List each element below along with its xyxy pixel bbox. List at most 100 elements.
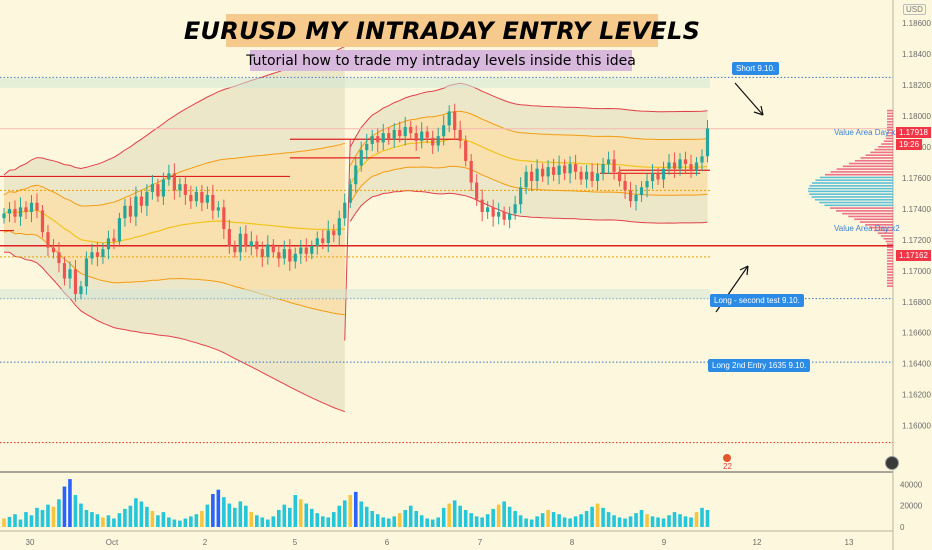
candle-body	[249, 241, 253, 247]
note-long-second-test[interactable]: Long - second test 9.10.	[710, 294, 804, 307]
candle-body	[293, 253, 297, 262]
profile-bar	[885, 137, 893, 140]
candle-body	[689, 164, 693, 171]
time-tick-label: 7	[478, 538, 483, 547]
volume-bar	[222, 497, 226, 527]
profile-bar	[859, 221, 893, 223]
candle-body	[150, 184, 154, 192]
band-inner-lower	[3, 230, 345, 316]
candle-body	[403, 126, 407, 137]
candle-body	[205, 194, 209, 203]
candle-body	[612, 159, 616, 172]
volume-bar	[183, 518, 188, 527]
profile-bar	[887, 274, 893, 276]
profile-bar	[854, 159, 893, 162]
long-arrow-head	[739, 265, 749, 276]
time-tick-label: 6	[385, 538, 390, 547]
price-tick-label: 1.16600	[902, 329, 931, 338]
candle-body	[661, 168, 666, 180]
volume-bar	[238, 501, 243, 527]
volume-bar	[540, 513, 545, 527]
profile-bar	[860, 157, 893, 159]
volume-bar	[7, 516, 12, 527]
volume-bar	[667, 515, 671, 527]
price-tick-label: 1.17000	[902, 267, 931, 276]
vwap-line	[3, 209, 345, 244]
chart-title: EURUSD MY INTRADAY ENTRY LEVELS	[183, 16, 701, 45]
candle-body	[128, 205, 133, 217]
chart-subtitle-banner: Tutorial how to trade my intraday levels…	[246, 50, 636, 71]
volume-bar	[200, 511, 204, 527]
candle-body	[530, 171, 534, 182]
volume-bar	[320, 516, 325, 527]
volume-bars	[2, 479, 710, 527]
volume-bar	[590, 506, 594, 527]
candle-body	[189, 194, 193, 202]
volume-bar	[112, 518, 116, 527]
profile-bar	[824, 173, 893, 176]
candle-body	[513, 204, 517, 214]
candle-body	[431, 137, 435, 146]
candle-body	[469, 160, 473, 183]
profile-bar	[887, 134, 893, 137]
volume-bar	[579, 514, 583, 527]
candle-body	[376, 136, 380, 143]
profile-bar	[815, 179, 893, 182]
profile-bar	[887, 279, 893, 282]
volume-bar	[518, 515, 523, 527]
candle-body	[563, 165, 567, 174]
profile-bar	[854, 218, 893, 221]
candle-body	[255, 241, 259, 250]
profile-bar	[808, 187, 893, 190]
volume-bar	[474, 516, 479, 527]
volume-bar	[68, 479, 72, 527]
volume-bar	[568, 518, 572, 527]
time-axis[interactable]: 30 Oct 2 5 6 7 8 9 12 13	[26, 538, 854, 547]
candle-body	[475, 182, 479, 200]
candle-body	[508, 213, 512, 220]
level-price-tag: 1.17162	[896, 250, 931, 261]
volume-bar	[266, 519, 270, 527]
profile-bar	[887, 120, 893, 123]
time-tick-label: 13	[845, 538, 854, 547]
note-short[interactable]: Short 9.10.	[732, 62, 780, 75]
profile-bar	[835, 210, 893, 212]
settings-icon[interactable]	[885, 456, 899, 470]
profile-bar	[887, 243, 893, 246]
candle-body	[13, 208, 17, 217]
currency-badge[interactable]: USD	[903, 4, 926, 15]
volume-bar	[485, 514, 490, 527]
volume-bar	[255, 515, 259, 527]
volume-bar	[650, 516, 655, 527]
indicator-badge[interactable]: 22	[723, 453, 741, 471]
candle-body	[244, 233, 248, 247]
volume-bar	[156, 515, 160, 527]
volume-bar	[331, 512, 336, 527]
volume-bar	[84, 509, 89, 527]
candle-body	[299, 247, 303, 254]
candle-body	[310, 246, 314, 254]
profile-bar	[824, 204, 893, 207]
volume-bar	[672, 512, 677, 527]
candle-body	[326, 230, 330, 243]
volume-bar	[145, 506, 149, 527]
price-tick-label: 1.18200	[902, 81, 931, 90]
volume-bar	[507, 506, 512, 527]
candle-body	[90, 252, 94, 259]
candle-body	[398, 129, 402, 137]
note-long-2nd-entry[interactable]: Long 2nd Entry 1635 9.10.	[708, 359, 811, 372]
candle-body	[139, 196, 144, 206]
profile-bar	[887, 109, 893, 112]
candle-body	[579, 171, 583, 180]
volume-bar	[661, 518, 666, 527]
session-jump	[344, 139, 351, 341]
candle-body	[277, 252, 281, 259]
candle-body	[354, 165, 358, 185]
candle-body	[557, 165, 561, 175]
volume-bar	[2, 518, 6, 527]
profile-bar	[887, 271, 893, 273]
candle-body	[24, 207, 28, 213]
time-tick-label: 12	[753, 538, 762, 547]
price-tick-label: 1.16400	[902, 360, 931, 369]
